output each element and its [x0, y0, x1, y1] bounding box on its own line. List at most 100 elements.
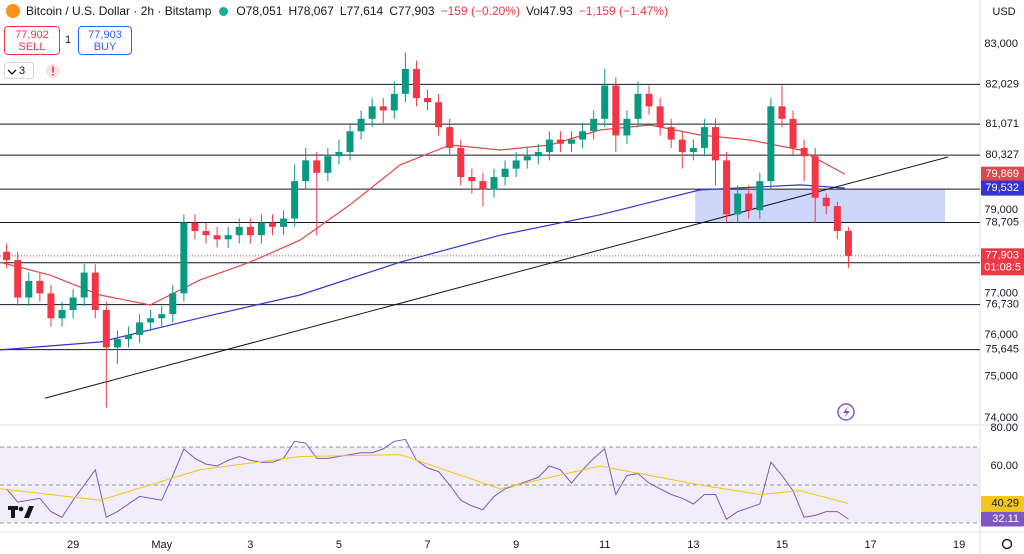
candle-body — [579, 131, 587, 140]
candle-body — [202, 231, 210, 236]
candle-body — [490, 176, 498, 190]
candle-body — [346, 131, 354, 153]
buy-button[interactable]: 77,903 BUY — [78, 26, 132, 55]
candle-body — [14, 260, 22, 298]
current-price-tag — [981, 248, 1024, 276]
candle-body — [313, 160, 321, 173]
candle-body — [25, 280, 33, 298]
candle-body — [590, 118, 598, 132]
candle-body — [634, 93, 642, 119]
candle-body — [756, 181, 764, 211]
x-tick-label: 3 — [247, 539, 253, 551]
rsi-ma-label: 40.29 — [991, 497, 1019, 509]
candle-body — [601, 85, 609, 119]
candle-body — [822, 197, 830, 207]
x-tick-label: 19 — [953, 539, 965, 551]
level-label-bg — [981, 214, 1024, 230]
candle-body — [91, 272, 99, 310]
candle-body — [667, 127, 675, 140]
spread: 1 — [65, 34, 72, 46]
ma-fast-label: 79,869 — [985, 168, 1019, 180]
level-label: 76,730 — [985, 298, 1019, 310]
volume: Vol47.93 — [525, 4, 573, 18]
candle-body — [800, 147, 808, 157]
candle-body — [424, 98, 432, 103]
x-tick-label: 9 — [513, 539, 519, 551]
ma-fast-label-bg — [981, 166, 1024, 182]
y-tick-label: 76,000 — [984, 329, 1018, 341]
coin-icon — [6, 4, 20, 18]
level-label-bg — [981, 297, 1024, 313]
candle-body — [169, 293, 177, 315]
countdown: 01:08:5 — [984, 262, 1021, 274]
candle-body — [180, 222, 188, 294]
x-tick-label: 29 — [67, 539, 79, 551]
rsi-tick-label: 80.00 — [990, 422, 1018, 434]
candle-body — [124, 334, 132, 340]
sell-price: 77,902 — [15, 29, 49, 41]
candle-body — [512, 160, 520, 169]
ohlc-low: L77,614 — [339, 4, 384, 18]
y-tick-label: 83,000 — [984, 38, 1018, 50]
alert-icon[interactable] — [45, 63, 61, 79]
ma-slow — [0, 184, 845, 351]
ohlc-close: C77,903 — [389, 4, 435, 18]
candle-body — [412, 68, 420, 99]
volume-change: −1,159 (−1.47%) — [578, 4, 669, 18]
settings-icon — [1001, 538, 1013, 550]
indicator-toggle[interactable]: 3 — [4, 62, 34, 79]
level-label: 75,645 — [985, 344, 1019, 356]
x-tick-label: May — [151, 539, 172, 551]
rsi-label: 32.11 — [992, 513, 1019, 525]
candle-body — [734, 193, 742, 215]
candle-body — [556, 139, 564, 144]
candle-body — [568, 139, 576, 144]
candle-body — [778, 106, 786, 119]
level-label-bg — [981, 116, 1024, 132]
current-price-label: 77,903 — [985, 250, 1019, 262]
candle-body — [811, 156, 819, 198]
ohlc-change: −159 (−0.20%) — [440, 4, 520, 18]
market-status — [219, 6, 229, 16]
candle-body — [700, 127, 708, 148]
rsi-label-bg — [981, 511, 1024, 527]
candle-body — [712, 127, 720, 161]
buy-price: 77,903 — [88, 29, 122, 41]
replay-icon — [837, 403, 855, 421]
candle-body — [401, 68, 409, 94]
candle-body — [113, 339, 121, 348]
ma-slow-label-bg — [981, 180, 1024, 196]
candle-body — [80, 272, 88, 298]
candle-body — [379, 106, 387, 111]
replay-bolt — [843, 406, 850, 418]
rsi-tick-label: 60.00 — [990, 460, 1018, 472]
level-label: 82,029 — [985, 78, 1019, 90]
ohlc-open: O78,051 — [236, 4, 283, 18]
chevron-icon — [7, 69, 17, 75]
sell-button[interactable]: 77,902 SELL — [4, 26, 60, 55]
candle-body — [767, 106, 775, 182]
zone — [695, 189, 945, 223]
candle-body — [147, 318, 155, 323]
candle-body — [136, 322, 144, 335]
level-label: 81,071 — [985, 118, 1019, 130]
ohlc-high: H78,067 — [288, 4, 334, 18]
candle-body — [501, 168, 509, 177]
candle-body — [280, 218, 288, 227]
ma-slow-label: 79,532 — [985, 182, 1019, 194]
sell-label: SELL — [18, 41, 46, 53]
level-label: 78,705 — [985, 216, 1019, 228]
candle-body — [158, 314, 166, 319]
candle-body — [291, 181, 299, 219]
rsi-line — [6, 438, 849, 520]
symbol-title: Bitcoin / U.S. Dollar · 2h · Bitstamp — [26, 4, 212, 18]
candle-body — [335, 152, 343, 157]
candle-body — [678, 139, 686, 153]
ma-fast — [0, 124, 846, 306]
candle-body — [191, 222, 199, 232]
trendline — [45, 156, 949, 399]
candle-body — [689, 147, 697, 153]
x-tick-label: 11 — [599, 539, 610, 551]
